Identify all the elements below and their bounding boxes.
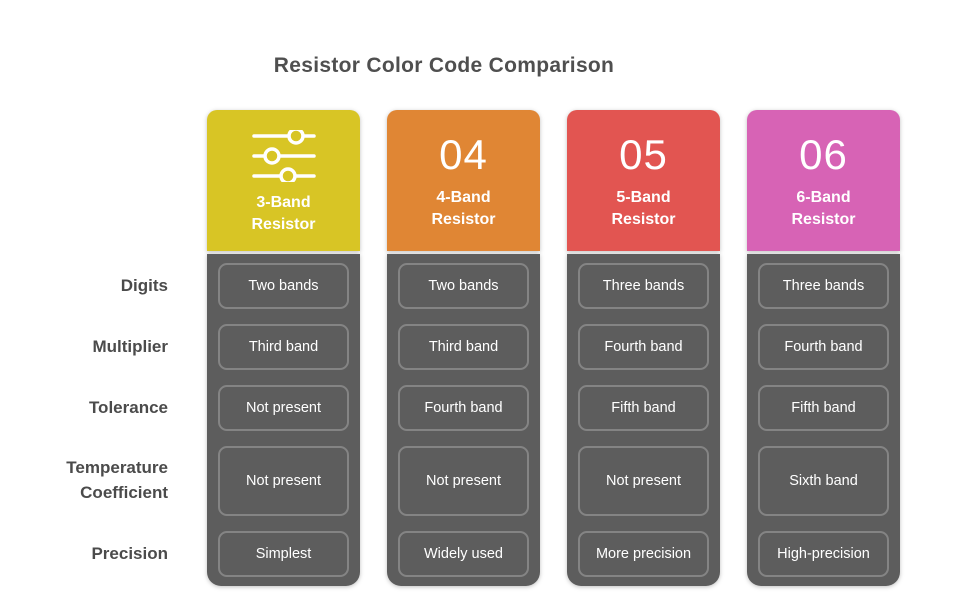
- labels-header-spacer: [37, 110, 168, 263]
- cell-5band-tempco: Not present: [578, 446, 709, 516]
- column-5-band-body: Three bands Fourth band Fifth band Not p…: [567, 254, 720, 586]
- column-6-band-number: 06: [799, 131, 848, 179]
- column-4-band-number: 04: [439, 131, 488, 179]
- cell-4band-tolerance: Fourth band: [398, 385, 529, 431]
- cell-4band-tempco: Not present: [398, 446, 529, 516]
- cell-3band-tempco: Not present: [218, 446, 349, 516]
- cell-4band-multiplier: Third band: [398, 324, 529, 370]
- column-3-band: 3-Band Resistor Two bands Third band Not…: [207, 110, 360, 586]
- column-5-band-header: 05 5-Band Resistor: [567, 110, 720, 251]
- cell-3band-tolerance: Not present: [218, 385, 349, 431]
- cell-5band-precision: More precision: [578, 531, 709, 577]
- cell-5band-digits: Three bands: [578, 263, 709, 309]
- row-label-temperature-coefficient: Temperature Coefficient: [66, 458, 168, 502]
- sliders-icon: [251, 129, 316, 182]
- cell-5band-tolerance: Fifth band: [578, 385, 709, 431]
- cell-4band-precision: Widely used: [398, 531, 529, 577]
- column-5-band-title: 5-Band Resistor: [611, 189, 676, 228]
- cell-3band-digits: Two bands: [218, 263, 349, 309]
- column-6-band-title: 6-Band Resistor: [791, 189, 856, 228]
- column-4-band-title: 4-Band Resistor: [431, 189, 496, 228]
- cell-6band-precision: High-precision: [758, 531, 889, 577]
- column-5-band-number: 05: [619, 131, 668, 179]
- comparison-table: Digits Multiplier Tolerance Temperature …: [37, 110, 900, 586]
- cell-5band-multiplier: Fourth band: [578, 324, 709, 370]
- column-4-band-body: Two bands Third band Fourth band Not pre…: [387, 254, 540, 586]
- column-4-band-header: 04 4-Band Resistor: [387, 110, 540, 251]
- cell-3band-precision: Simplest: [218, 531, 349, 577]
- column-6-band: 06 6-Band Resistor Three bands Fourth ba…: [747, 110, 900, 586]
- column-3-band-title: 3-Band Resistor: [251, 193, 316, 233]
- row-label-precision: Precision: [91, 543, 168, 563]
- column-5-band: 05 5-Band Resistor Three bands Fourth ba…: [567, 110, 720, 586]
- cell-4band-digits: Two bands: [398, 263, 529, 309]
- row-label-digits: Digits: [120, 275, 168, 295]
- cell-6band-multiplier: Fourth band: [758, 324, 889, 370]
- column-6-band-body: Three bands Fourth band Fifth band Sixth…: [747, 254, 900, 586]
- cell-3band-multiplier: Third band: [218, 324, 349, 370]
- cell-6band-tolerance: Fifth band: [758, 385, 889, 431]
- row-label-tolerance: Tolerance: [88, 397, 168, 417]
- column-4-band: 04 4-Band Resistor Two bands Third band …: [387, 110, 540, 586]
- row-labels-column: Digits Multiplier Tolerance Temperature …: [37, 110, 168, 586]
- column-3-band-header: 3-Band Resistor: [207, 110, 360, 251]
- column-3-band-body: Two bands Third band Not present Not pre…: [207, 254, 360, 586]
- cell-6band-tempco: Sixth band: [758, 446, 889, 516]
- page-title: Resistor Color Code Comparison: [273, 54, 615, 77]
- column-6-band-header: 06 6-Band Resistor: [747, 110, 900, 251]
- row-label-multiplier: Multiplier: [92, 336, 168, 356]
- cell-6band-digits: Three bands: [758, 263, 889, 309]
